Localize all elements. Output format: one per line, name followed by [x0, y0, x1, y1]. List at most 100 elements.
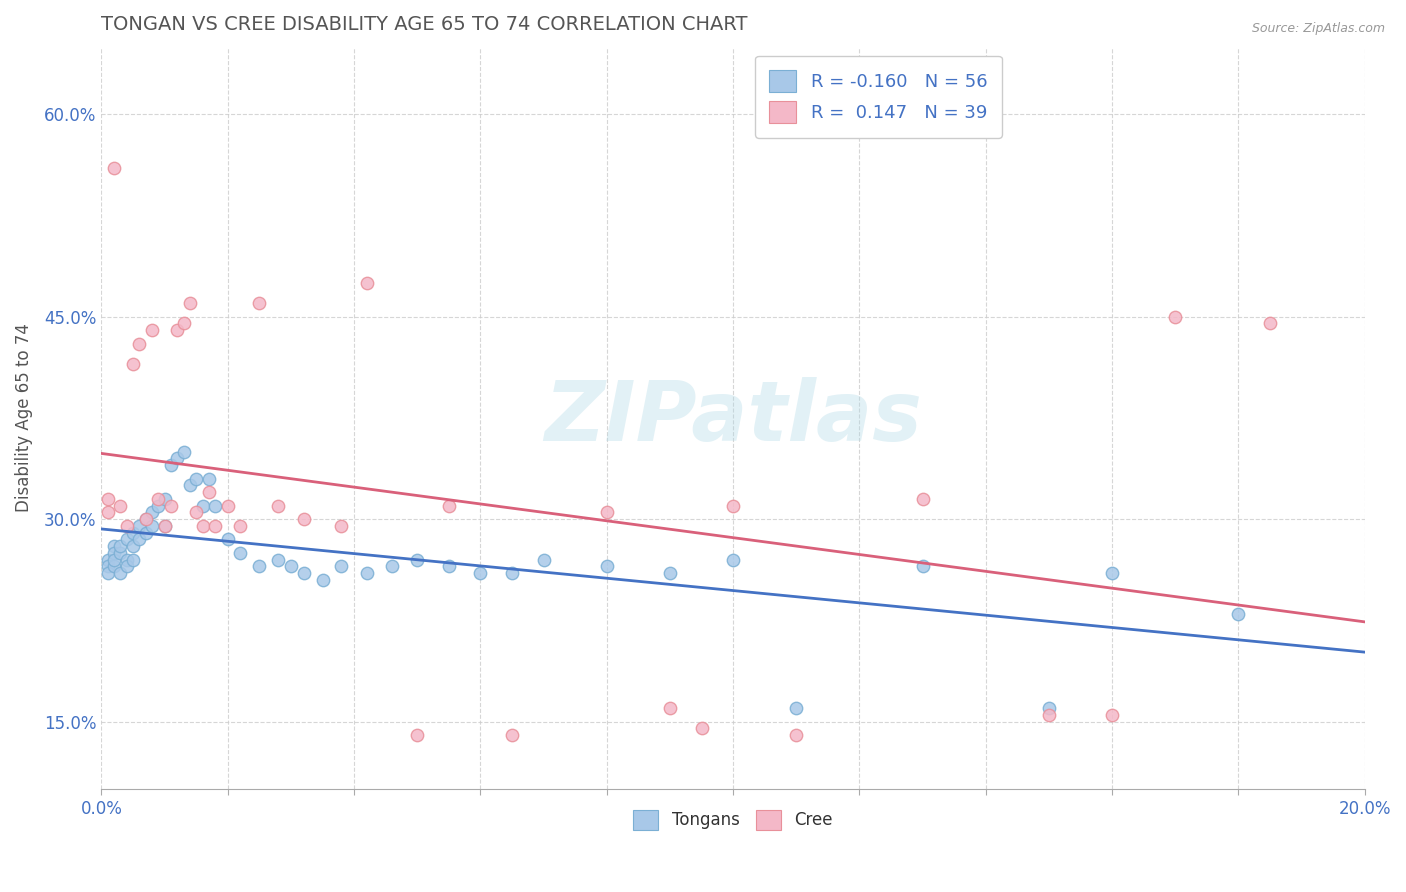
Point — [1038, 708, 1060, 723]
Point — [785, 701, 807, 715]
Point — [229, 546, 252, 560]
Point — [115, 559, 138, 574]
Point — [198, 472, 221, 486]
Point — [128, 519, 150, 533]
Point — [1101, 566, 1123, 581]
Point — [135, 512, 157, 526]
Point — [280, 559, 302, 574]
Point — [186, 505, 208, 519]
Point — [406, 728, 429, 742]
Point — [115, 552, 138, 566]
Point — [721, 552, 744, 566]
Point — [1258, 317, 1281, 331]
Point — [186, 472, 208, 486]
Point — [1038, 701, 1060, 715]
Point — [785, 728, 807, 742]
Point — [97, 552, 120, 566]
Point — [122, 552, 145, 566]
Point — [153, 519, 176, 533]
Point — [166, 451, 188, 466]
Point — [153, 519, 176, 533]
Point — [1164, 310, 1187, 324]
Point — [406, 552, 429, 566]
Text: TONGAN VS CREE DISABILITY AGE 65 TO 74 CORRELATION CHART: TONGAN VS CREE DISABILITY AGE 65 TO 74 C… — [101, 15, 748, 34]
Point — [330, 519, 353, 533]
Point — [110, 539, 132, 553]
Point — [217, 533, 239, 547]
Point — [356, 276, 378, 290]
Point — [122, 539, 145, 553]
Point — [204, 519, 226, 533]
Point — [198, 485, 221, 500]
Point — [135, 525, 157, 540]
Point — [122, 525, 145, 540]
Point — [267, 552, 290, 566]
Point — [292, 566, 315, 581]
Point — [690, 722, 713, 736]
Point — [97, 566, 120, 581]
Point — [596, 505, 619, 519]
Point — [501, 566, 523, 581]
Point — [721, 499, 744, 513]
Point — [103, 161, 125, 176]
Point — [97, 559, 120, 574]
Text: Source: ZipAtlas.com: Source: ZipAtlas.com — [1251, 22, 1385, 36]
Point — [153, 491, 176, 506]
Point — [437, 499, 460, 513]
Point — [148, 499, 170, 513]
Point — [470, 566, 492, 581]
Point — [533, 552, 555, 566]
Point — [141, 505, 163, 519]
Point — [135, 512, 157, 526]
Point — [110, 566, 132, 581]
Point — [160, 458, 183, 473]
Point — [267, 499, 290, 513]
Point — [115, 533, 138, 547]
Point — [141, 323, 163, 337]
Point — [160, 499, 183, 513]
Point — [356, 566, 378, 581]
Point — [217, 499, 239, 513]
Point — [437, 559, 460, 574]
Point — [911, 491, 934, 506]
Point — [103, 552, 125, 566]
Point — [191, 519, 214, 533]
Point — [381, 559, 404, 574]
Point — [128, 336, 150, 351]
Point — [110, 546, 132, 560]
Point — [501, 728, 523, 742]
Point — [596, 559, 619, 574]
Point — [173, 444, 195, 458]
Point — [229, 519, 252, 533]
Point — [128, 533, 150, 547]
Point — [1101, 708, 1123, 723]
Point — [103, 539, 125, 553]
Point — [658, 701, 681, 715]
Y-axis label: Disability Age 65 to 74: Disability Age 65 to 74 — [15, 324, 32, 512]
Point — [330, 559, 353, 574]
Point — [122, 357, 145, 371]
Point — [97, 505, 120, 519]
Point — [110, 499, 132, 513]
Point — [97, 491, 120, 506]
Point — [179, 478, 201, 492]
Point — [179, 296, 201, 310]
Point — [292, 512, 315, 526]
Point — [115, 519, 138, 533]
Point — [658, 566, 681, 581]
Point — [204, 499, 226, 513]
Legend: Tongans, Cree: Tongans, Cree — [627, 803, 839, 837]
Point — [911, 559, 934, 574]
Point — [141, 519, 163, 533]
Point — [103, 546, 125, 560]
Point — [247, 296, 270, 310]
Point — [247, 559, 270, 574]
Point — [103, 559, 125, 574]
Point — [191, 499, 214, 513]
Point — [173, 317, 195, 331]
Point — [166, 323, 188, 337]
Text: ZIPatlas: ZIPatlas — [544, 377, 922, 458]
Point — [1227, 607, 1250, 621]
Point — [311, 573, 333, 587]
Point — [148, 491, 170, 506]
